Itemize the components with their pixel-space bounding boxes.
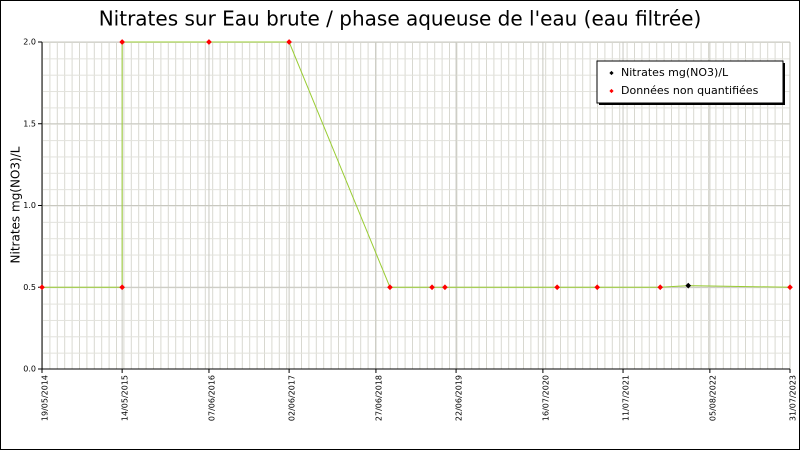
legend-label: Données non quantifiées [621, 84, 759, 97]
x-tick-label: 14/05/2015 [121, 375, 130, 421]
y-axis-label: Nitrates mg(NO3)/L [9, 146, 23, 263]
data-point [787, 284, 793, 291]
y-tick-label: 2.0 [23, 38, 36, 47]
data-point [387, 284, 393, 291]
x-tick-label: 16/07/2020 [541, 375, 550, 421]
x-tick-label: 27/06/2018 [374, 375, 383, 421]
y-tick-label: 0.0 [23, 365, 36, 374]
y-tick-label: 1.5 [23, 119, 36, 128]
chart-title: Nitrates sur Eau brute / phase aqueuse d… [99, 7, 702, 31]
x-tick-label: 22/06/2019 [455, 375, 464, 421]
data-point [594, 284, 601, 291]
x-tick-label: 02/06/2017 [288, 375, 297, 421]
x-tick-label: 07/06/2016 [207, 375, 216, 421]
data-point [554, 284, 560, 291]
data-point [657, 284, 664, 291]
data-point [442, 284, 448, 291]
legend [596, 60, 784, 104]
data-point [685, 282, 692, 289]
x-tick-label: 31/07/2023 [789, 375, 798, 421]
x-tick-label: 19/05/2014 [41, 375, 50, 421]
y-tick-label: 0.5 [23, 283, 36, 292]
y-tick-label: 1.0 [23, 201, 36, 210]
x-tick-label: 05/08/2022 [708, 375, 717, 421]
data-point [429, 284, 435, 291]
legend-label: Nitrates mg(NO3)/L [621, 66, 729, 79]
data-point [119, 284, 125, 291]
x-tick-label: 11/07/2021 [622, 375, 631, 421]
